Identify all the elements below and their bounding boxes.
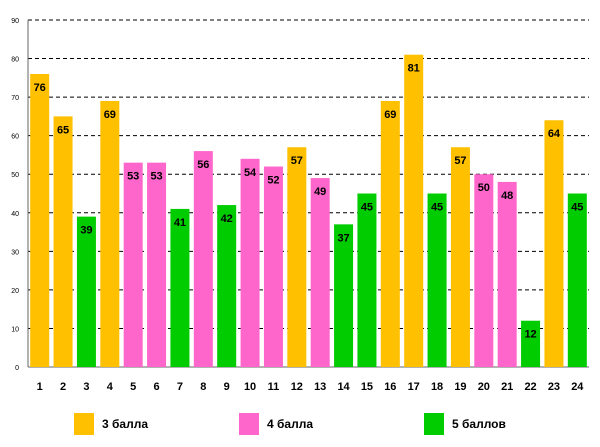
bar-15 [357, 193, 377, 367]
bar-4 [100, 100, 120, 367]
data-label-16: 69 [384, 109, 396, 121]
x-tick-label-22: 22 [524, 381, 536, 393]
x-tick-label-18: 18 [431, 381, 443, 393]
bar-12 [287, 147, 307, 367]
data-label-9: 42 [221, 213, 233, 225]
data-label-6: 53 [150, 171, 162, 183]
data-label-5: 53 [127, 171, 139, 183]
y-tick-label-10: 10 [11, 326, 19, 333]
bar-5 [123, 162, 143, 367]
legend-item-3-balla: 3 балла [74, 412, 148, 436]
legend-label-4-balla: 4 балла [267, 417, 314, 431]
data-label-20: 50 [478, 182, 490, 194]
x-tick-label-1: 1 [37, 381, 43, 393]
bar-11 [263, 166, 283, 367]
data-label-19: 57 [454, 155, 466, 167]
x-tick-label-8: 8 [200, 381, 206, 393]
data-label-10: 54 [244, 167, 257, 179]
y-tick-label-80: 80 [11, 57, 19, 64]
data-label-4: 69 [104, 109, 116, 121]
x-tick-label-5: 5 [130, 381, 136, 393]
data-label-18: 45 [431, 202, 443, 214]
legend-swatch-5-ballov [424, 413, 444, 435]
legend-label-5-ballov: 5 баллов [452, 417, 506, 431]
bar-16 [380, 100, 400, 367]
bar-17 [404, 54, 424, 367]
data-label-22: 12 [524, 329, 536, 341]
bar-22 [521, 320, 541, 367]
x-tick-label-13: 13 [314, 381, 326, 393]
bar-19 [450, 147, 470, 367]
data-label-1: 76 [34, 82, 46, 94]
data-label-12: 57 [291, 155, 303, 167]
data-label-13: 49 [314, 186, 326, 198]
x-tick-label-21: 21 [501, 381, 513, 393]
legend-swatch-4-balla [239, 413, 259, 435]
data-label-24: 45 [571, 202, 583, 214]
x-tick-label-24: 24 [571, 381, 584, 393]
x-tick-label-2: 2 [60, 381, 66, 393]
x-tick-label-20: 20 [478, 381, 490, 393]
bar-1 [30, 73, 50, 367]
legend-label-3-balla: 3 балла [102, 417, 149, 431]
legend-item-5-ballov: 5 баллов [424, 412, 506, 436]
data-label-17: 81 [408, 63, 420, 75]
bar-3 [76, 216, 96, 367]
bar-8 [193, 151, 213, 367]
bar-21 [497, 181, 517, 367]
bar-14 [334, 224, 354, 367]
data-label-14: 37 [337, 232, 349, 244]
bar-13 [310, 178, 330, 367]
bar-23 [544, 120, 564, 367]
data-label-7: 41 [174, 217, 186, 229]
data-label-23: 64 [548, 128, 561, 140]
x-tick-label-23: 23 [548, 381, 560, 393]
x-tick-label-10: 10 [244, 381, 256, 393]
x-tick-label-4: 4 [107, 381, 114, 393]
x-tick-label-17: 17 [408, 381, 420, 393]
bar-18 [427, 193, 447, 367]
legend-swatch-3-balla [74, 413, 94, 435]
y-tick-label-40: 40 [11, 211, 19, 218]
data-label-8: 56 [197, 159, 209, 171]
data-label-11: 52 [267, 175, 279, 187]
x-tick-label-19: 19 [454, 381, 466, 393]
data-label-3: 39 [80, 225, 92, 237]
y-tick-label-0: 0 [15, 365, 19, 372]
bar-2 [53, 116, 73, 367]
x-tick-label-12: 12 [291, 381, 303, 393]
y-tick-label-50: 50 [11, 172, 19, 179]
y-tick-label-30: 30 [11, 249, 19, 256]
data-label-21: 48 [501, 190, 513, 202]
bar-9 [217, 205, 237, 367]
y-tick-label-90: 90 [11, 18, 19, 25]
x-tick-label-14: 14 [337, 381, 350, 393]
x-tick-label-11: 11 [268, 381, 280, 393]
y-tick-label-60: 60 [11, 134, 19, 141]
legend-item-4-balla: 4 балла [239, 412, 313, 436]
bar-24 [567, 193, 587, 367]
bar-6 [147, 162, 167, 367]
y-tick-label-20: 20 [11, 288, 19, 295]
x-tick-label-15: 15 [361, 381, 373, 393]
x-tick-label-6: 6 [154, 381, 160, 393]
x-tick-label-7: 7 [177, 381, 183, 393]
bar-20 [474, 174, 494, 367]
data-label-2: 65 [57, 124, 69, 136]
bar-10 [240, 158, 260, 367]
data-label-15: 45 [361, 202, 373, 214]
x-tick-label-16: 16 [384, 381, 396, 393]
y-tick-label-70: 70 [11, 95, 19, 102]
x-tick-label-9: 9 [224, 381, 230, 393]
x-tick-label-3: 3 [83, 381, 89, 393]
bar-7 [170, 208, 190, 367]
